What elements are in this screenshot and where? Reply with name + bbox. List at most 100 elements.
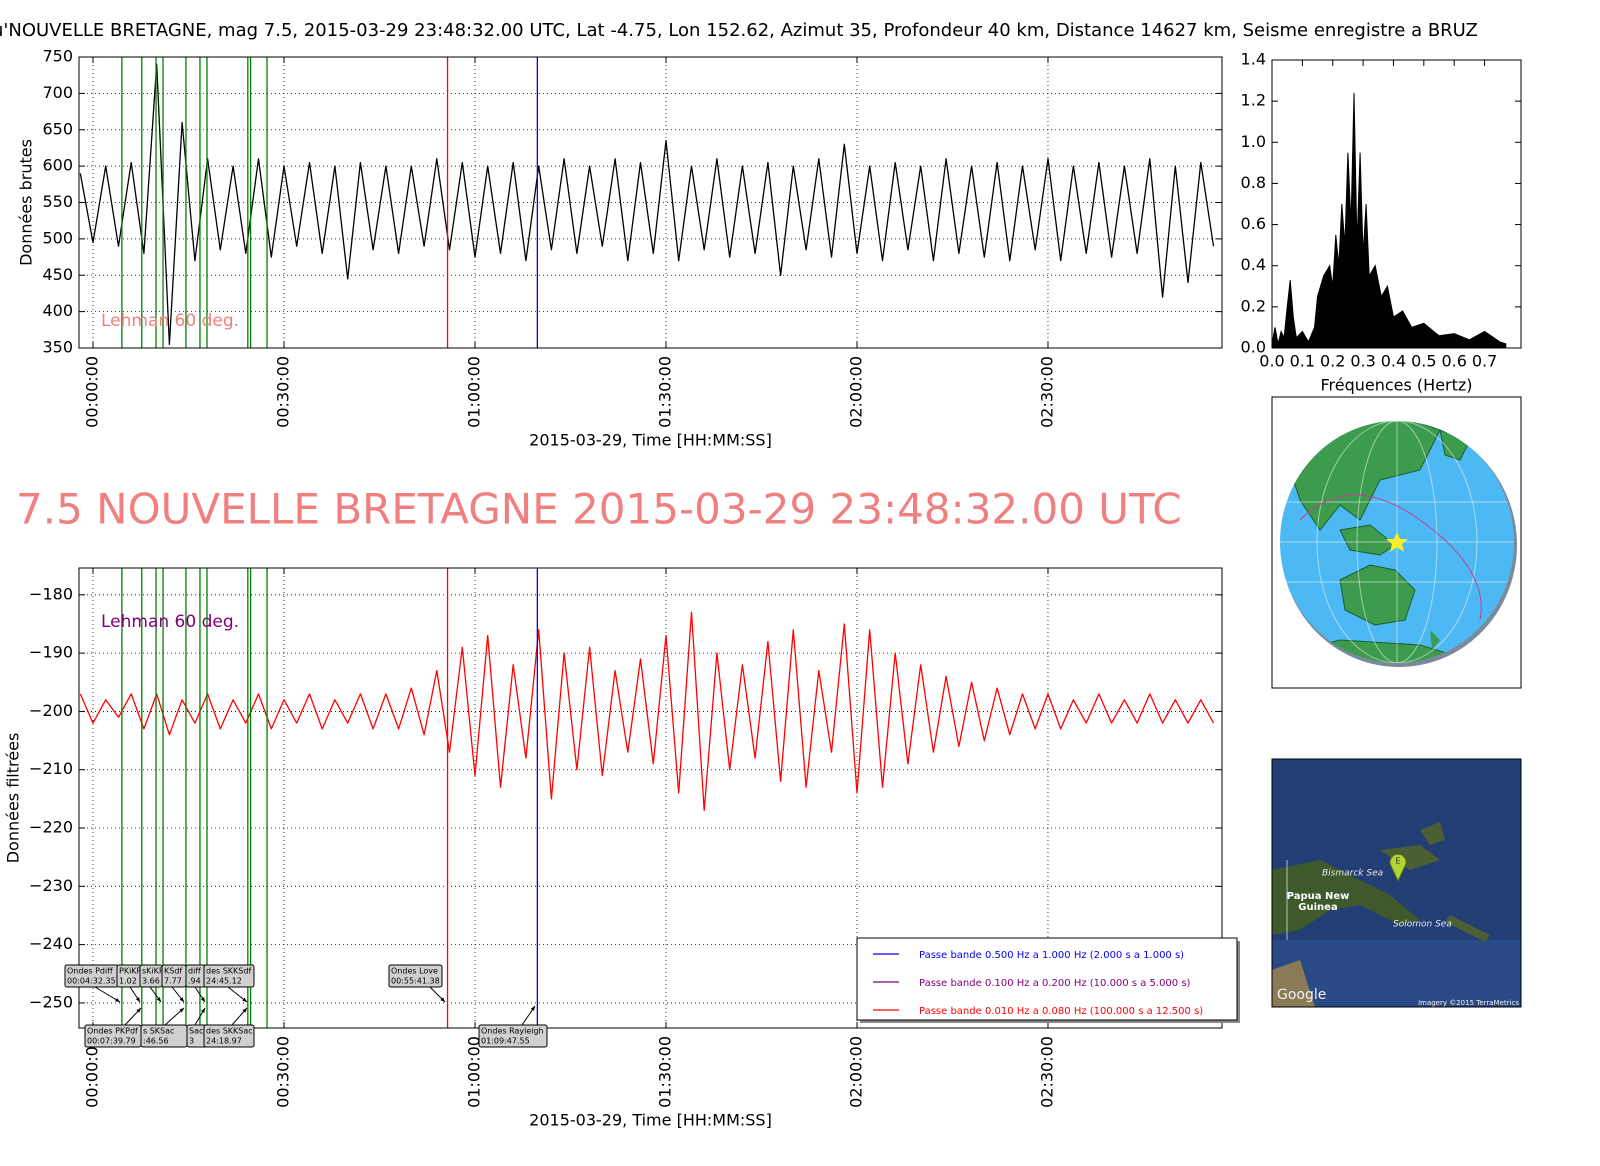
annotation-arrowhead xyxy=(242,1008,247,1013)
annotation-box xyxy=(203,964,255,988)
note: Lehman 60 deg. xyxy=(101,311,239,331)
annotation-text: Ondes Pdiff xyxy=(67,967,113,976)
annotation-box xyxy=(203,1024,255,1048)
y-axis-label: Données filtrées xyxy=(4,733,23,864)
y-axis-label: Données brutes xyxy=(17,139,36,266)
x-tick-label: 00:30:00 xyxy=(274,1036,293,1108)
x-tick-label: 02:00:00 xyxy=(846,1036,865,1108)
x-tick-label: 00:30:00 xyxy=(274,356,293,428)
x-axis-label: 2015-03-29, Time [HH:MM:SS] xyxy=(529,431,772,450)
chart-panel: 350 400 450 500 550 600 650 700 750 00:00:00 00:30… xyxy=(17,47,1223,450)
y-tick-label: −240 xyxy=(29,934,73,953)
annotation-text: des SKKSac xyxy=(206,1027,253,1036)
annotation-text: sKiKP xyxy=(142,967,164,976)
y-tick-label: −180 xyxy=(29,584,73,603)
y-tick-label: 750 xyxy=(42,47,73,66)
annotation-arrowhead xyxy=(115,997,120,1002)
annotation-arrowhead xyxy=(179,997,184,1002)
y-tick-label: 450 xyxy=(42,265,73,284)
y-tick-label: 0.8 xyxy=(1241,173,1266,192)
legend-label: Passe bande 0.010 Hz a 0.080 Hz (100.000… xyxy=(919,1006,1203,1017)
y-tick-label: 650 xyxy=(42,119,73,138)
annotation-time: 00:07:39.79 xyxy=(87,1037,136,1046)
x-tick-label: 00:00:00 xyxy=(83,1036,102,1108)
y-tick-label: 0.0 xyxy=(1241,338,1266,357)
x-tick-label: 01:30:00 xyxy=(655,1036,674,1108)
y-tick-label: −210 xyxy=(29,759,73,778)
annotation-arrowhead xyxy=(156,997,161,1002)
annotation-arrowhead xyxy=(179,1008,184,1013)
x-tick-label: 02:30:00 xyxy=(1037,356,1056,428)
annotation-text: diff xyxy=(188,967,201,976)
annotation-arrow xyxy=(94,986,121,1003)
y-tick-label: −220 xyxy=(29,818,73,837)
y-tick-label: 550 xyxy=(42,192,73,211)
y-tick-label: 600 xyxy=(42,156,73,175)
annotation-time: 3.66 xyxy=(142,977,160,986)
y-tick-label: 1.4 xyxy=(1241,50,1266,69)
annotation-arrowhead xyxy=(440,997,445,1002)
map-label: Papua New xyxy=(1287,891,1350,902)
y-tick-label: 700 xyxy=(42,83,73,102)
x-tick-label: 01:00:00 xyxy=(464,1036,483,1108)
trace-line xyxy=(79,611,1215,812)
x-axis-label: Fréquences (Hertz) xyxy=(1320,376,1472,395)
spectrum-area xyxy=(1272,92,1507,348)
map-label: Bismarck Sea xyxy=(1322,869,1383,879)
annotation-time: :46.56 xyxy=(143,1037,169,1046)
headline: 7.5 NOUVELLE BRETAGNE 2015-03-29 23:48:3… xyxy=(16,485,1182,534)
satellite-map: E Bismarck Sea Papua New Guinea Solomon … xyxy=(1271,758,1522,1008)
y-tick-label: −230 xyxy=(29,876,73,895)
annotation-time: 3 xyxy=(189,1037,194,1046)
y-tick-label: 350 xyxy=(42,338,73,357)
x-tick-label: 01:30:00 xyxy=(655,356,674,428)
y-tick-label: 500 xyxy=(42,228,73,247)
y-tick-label: 1.0 xyxy=(1241,132,1266,151)
annotation-arrowhead xyxy=(530,1006,535,1011)
annotation-box xyxy=(478,1024,548,1048)
x-tick-label: 0.6 xyxy=(1441,352,1466,371)
annotation-time: 00:55:41.38 xyxy=(391,977,440,986)
trace-line xyxy=(79,63,1215,346)
annotation-time: 1.02 xyxy=(119,977,137,986)
map-label: Solomon Sea xyxy=(1393,920,1452,930)
annotation-box xyxy=(388,964,443,988)
axes-frame xyxy=(78,567,1223,1029)
x-tick-label: 00:00:00 xyxy=(83,356,102,428)
chart-panel: −250 −240 −230 −220 −210 −200 −190 −180 00:00:00… xyxy=(4,567,1240,1130)
x-tick-label: 0.0 xyxy=(1259,352,1284,371)
x-tick-label: 0.5 xyxy=(1411,352,1436,371)
annotation-arrowhead xyxy=(136,1008,141,1013)
globe-map xyxy=(1271,396,1522,689)
annotation-text: des SKKSdf xyxy=(206,967,251,976)
figure-title: u'NOUVELLE BRETAGNE, mag 7.5, 2015-03-29… xyxy=(0,20,1478,41)
map-label: Guinea xyxy=(1298,902,1337,913)
legend-label: Passe bande 0.100 Hz a 0.200 Hz (10.000 … xyxy=(919,978,1191,989)
annotation-arrowhead xyxy=(242,997,247,1002)
annotation-time: .94 xyxy=(188,977,201,986)
annotation-text: s SKSac xyxy=(143,1027,174,1036)
y-tick-label: 0.4 xyxy=(1241,255,1266,274)
axes-frame xyxy=(1271,59,1522,349)
x-tick-label: 0.1 xyxy=(1290,352,1315,371)
annotation-text: Sac xyxy=(189,1027,203,1036)
axes-frame xyxy=(78,56,1223,349)
annotation-text: Ondes PKPdf xyxy=(87,1027,138,1036)
annotation-text: Ondes Rayleigh xyxy=(481,1027,544,1036)
annotation-text: KSdf xyxy=(164,967,182,976)
map-credit: Imagery ©2015 TerraMetrics xyxy=(1418,999,1519,1007)
x-tick-label: 0.3 xyxy=(1350,352,1375,371)
x-tick-label: 02:00:00 xyxy=(846,356,865,428)
y-tick-label: −250 xyxy=(29,992,73,1011)
x-tick-label: 01:00:00 xyxy=(464,356,483,428)
x-axis-label: 2015-03-29, Time [HH:MM:SS] xyxy=(529,1111,772,1130)
annotation-time: 24:45.12 xyxy=(206,977,242,986)
annotation-time: 7.77 xyxy=(164,977,182,986)
x-tick-label: 0.2 xyxy=(1320,352,1345,371)
x-tick-label: 0.4 xyxy=(1381,352,1406,371)
annotation-arrowhead xyxy=(135,997,140,1002)
y-tick-label: 1.2 xyxy=(1241,91,1266,110)
annotation-text: PKiKP xyxy=(119,967,142,976)
